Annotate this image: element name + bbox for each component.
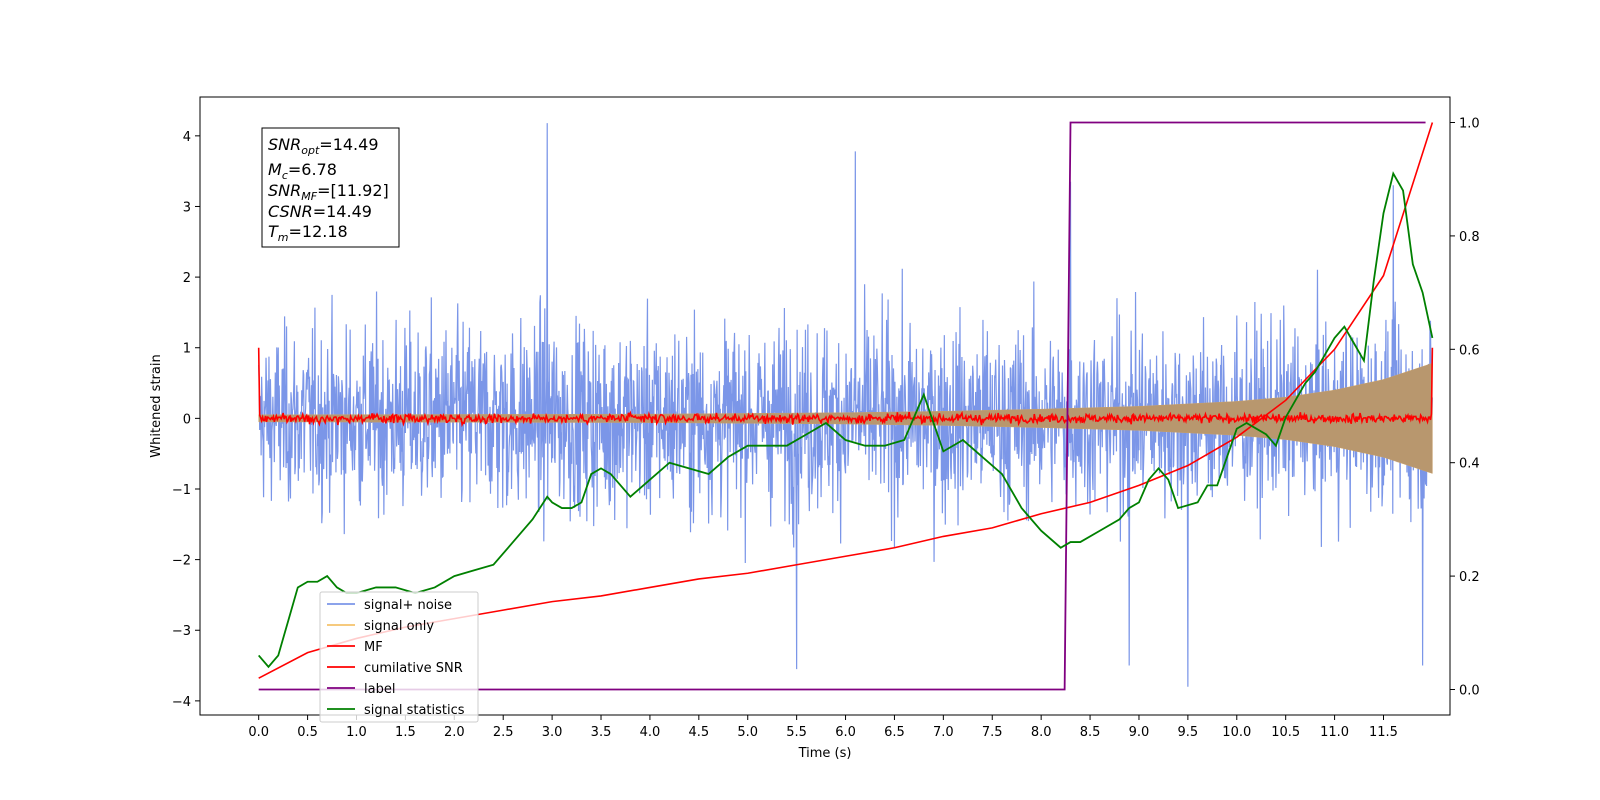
- x-tick-label: 3.0: [542, 725, 563, 740]
- x-tick-label: 11.5: [1369, 725, 1398, 740]
- x-tick-label: 7.5: [982, 725, 1003, 740]
- legend-label: cumilative SNR: [364, 661, 463, 676]
- x-axis-label: Time (s): [798, 746, 852, 761]
- x-tick-label: 1.5: [395, 725, 416, 740]
- y2-tick-label: 0.4: [1459, 457, 1480, 472]
- x-tick-label: 10.5: [1271, 725, 1300, 740]
- x-tick-label: 9.0: [1129, 725, 1150, 740]
- series-mf: [257, 347, 1434, 428]
- info-tm: Tm=12.18: [268, 222, 348, 244]
- y-axis-label: Whitened strain: [149, 354, 164, 457]
- x-tick-label: 0.0: [248, 725, 269, 740]
- x-tick-label: 4.0: [640, 725, 661, 740]
- info-box-frame: [261, 127, 400, 248]
- legend-label: signal+ noise: [364, 598, 452, 613]
- series-signal-statistics: [258, 171, 1434, 669]
- info-snr-mf: SNRMF=[11.92]: [268, 181, 389, 203]
- legend: signal+ noise signal only MF cumilative SNR…: [319, 591, 479, 723]
- x-tick-label: 11.0: [1320, 725, 1349, 740]
- x-tick-label: 6.0: [835, 725, 856, 740]
- x-tick-label: 4.5: [688, 725, 709, 740]
- info-csnr: CSNR=14.49: [268, 202, 372, 221]
- y-tick-label: −1: [172, 483, 191, 498]
- y-tick-label: −3: [172, 624, 191, 639]
- x-tick-label: 5.0: [737, 725, 758, 740]
- y-tick-label: −4: [172, 695, 191, 710]
- legend-label: signal statistics: [364, 703, 465, 718]
- x-tick-label: 8.0: [1031, 725, 1052, 740]
- info-box: SNRopt=14.49 Mc=6.78 SNRMF=[11.92] CSNR=…: [261, 127, 400, 248]
- y2-tick-label: 0.2: [1459, 570, 1480, 585]
- y2-tick-label: 0.8: [1459, 230, 1480, 245]
- legend-label: MF: [364, 640, 383, 655]
- legend-label: signal only: [364, 619, 434, 634]
- legend-frame: [319, 591, 479, 723]
- series-signal-noise: [258, 123, 1433, 687]
- x-tick-label: 0.5: [297, 725, 318, 740]
- x-tick-label: 8.5: [1080, 725, 1101, 740]
- x-tick-label: 7.0: [933, 725, 954, 740]
- x-tick-label: 5.5: [786, 725, 807, 740]
- x-tick-label: 2.0: [444, 725, 465, 740]
- axes-frame: [199, 96, 1451, 716]
- info-mc: Mc=6.78: [268, 160, 337, 182]
- y-tick-label: 2: [183, 271, 191, 286]
- x-axis: 0.0 0.5 1.0 1.5 2.0 2.5 3.0 3.5 4.0 4.5 5.0 5.5 6.0 6…: [248, 715, 1398, 740]
- x-tick-label: 6.5: [884, 725, 905, 740]
- y2-tick-label: 0.0: [1459, 683, 1480, 698]
- y-tick-label: −2: [172, 554, 191, 569]
- x-tick-label: 2.5: [493, 725, 514, 740]
- info-snr-opt: SNRopt=14.49: [268, 135, 379, 157]
- y-axis-right: 0.0 0.2 0.4 0.6 0.8 1.0: [1450, 117, 1480, 698]
- y-tick-label: 0: [183, 412, 191, 427]
- x-tick-label: 9.5: [1178, 725, 1199, 740]
- x-tick-label: 10.0: [1222, 725, 1251, 740]
- y-tick-label: 4: [183, 130, 191, 145]
- x-tick-label: 1.0: [346, 725, 367, 740]
- y-axis-left: −4 −3 −2 −1 0 1 2 3 4: [172, 130, 200, 710]
- y2-tick-label: 1.0: [1459, 117, 1480, 132]
- legend-label: label: [364, 682, 395, 697]
- series-label: [258, 121, 1426, 691]
- y2-tick-label: 0.6: [1459, 343, 1480, 358]
- x-tick-label: 3.5: [591, 725, 612, 740]
- y-tick-label: 1: [183, 342, 191, 357]
- y-tick-label: 3: [183, 200, 191, 215]
